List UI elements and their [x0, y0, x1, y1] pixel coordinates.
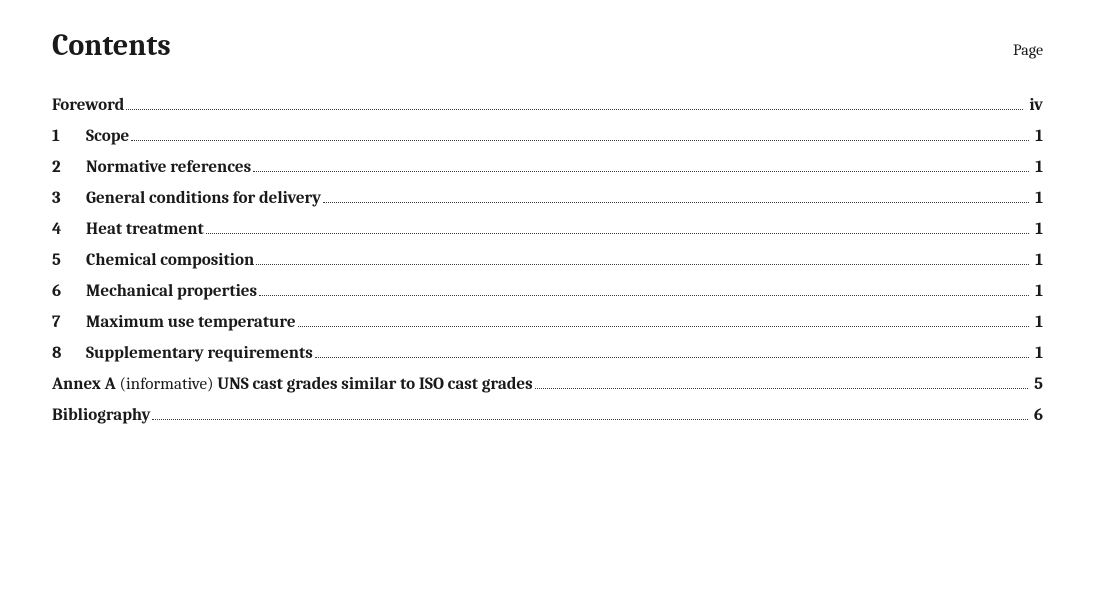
dot-leader — [298, 315, 1030, 327]
toc-row: Foreword iv — [52, 97, 1043, 114]
dot-leader — [323, 191, 1029, 203]
contents-title: Contents — [52, 28, 171, 63]
page-column-label: Page — [1013, 41, 1043, 59]
toc-page-number: 5 — [1032, 376, 1043, 393]
toc-page-number: 6 — [1032, 407, 1043, 424]
toc-number: 7 — [52, 314, 86, 331]
toc-page-number: 1 — [1033, 283, 1043, 300]
dot-leader — [535, 377, 1028, 389]
toc-row: 7Maximum use temperature 1 — [52, 314, 1043, 331]
toc-title: Normative references — [86, 159, 251, 176]
toc-title: Foreword — [52, 97, 124, 114]
dot-leader — [256, 253, 1029, 265]
toc-title: General conditions for delivery — [86, 190, 321, 207]
toc-number: 2 — [52, 159, 86, 176]
toc-number: 6 — [52, 283, 86, 300]
toc-title-part: Heat treatment — [86, 220, 204, 239]
toc-title: Mechanical properties — [86, 283, 257, 300]
toc-title-part: Annex A — [52, 375, 119, 394]
dot-leader — [131, 129, 1029, 141]
toc-title-part: Supplementary requirements — [86, 344, 313, 363]
dot-leader — [206, 222, 1030, 234]
toc-title: Chemical composition — [86, 252, 254, 269]
toc-number: 1 — [52, 128, 86, 145]
toc-title-part: Chemical composition — [86, 251, 254, 270]
toc-title-part: Normative references — [86, 158, 251, 177]
toc-row: Annex A (informative) UNS cast grades si… — [52, 376, 1043, 393]
toc-title-part: UNS cast grades similar to ISO cast grad… — [217, 375, 532, 394]
toc-row: Bibliography 6 — [52, 407, 1043, 424]
toc-page-number: 1 — [1033, 252, 1043, 269]
toc-title-part: General conditions for delivery — [86, 189, 321, 208]
dot-leader — [315, 346, 1029, 358]
toc-page-number: 1 — [1033, 190, 1043, 207]
toc-page-number: 1 — [1033, 314, 1043, 331]
toc-title: Bibliography — [52, 407, 150, 424]
toc-row: 5Chemical composition 1 — [52, 252, 1043, 269]
toc-title: Supplementary requirements — [86, 345, 313, 362]
toc-row: 1Scope1 — [52, 128, 1043, 145]
toc-page-number: 1 — [1033, 221, 1043, 238]
dot-leader — [253, 160, 1029, 172]
toc-row: 2Normative references 1 — [52, 159, 1043, 176]
toc-page-number: 1 — [1033, 345, 1043, 362]
toc-title-part: Scope — [86, 127, 129, 146]
table-of-contents: Forewordiv1Scope12Normative references13… — [52, 97, 1043, 424]
dot-leader — [152, 408, 1027, 420]
toc-number: 4 — [52, 221, 86, 238]
toc-number: 3 — [52, 190, 86, 207]
toc-row: 6Mechanical properties 1 — [52, 283, 1043, 300]
dot-leader — [126, 98, 1023, 110]
toc-row: 3General conditions for delivery 1 — [52, 190, 1043, 207]
toc-row: 4Heat treatment 1 — [52, 221, 1043, 238]
toc-title-part: Mechanical properties — [86, 282, 257, 301]
toc-page-number: 1 — [1033, 128, 1043, 145]
toc-title-part: Maximum use temperature — [86, 313, 296, 332]
toc-title-part: Bibliography — [52, 406, 150, 425]
toc-page-number: iv — [1027, 97, 1043, 114]
page: Contents Page Forewordiv1Scope12Normativ… — [0, 0, 1095, 478]
toc-page-number: 1 — [1033, 159, 1043, 176]
toc-title-part: (informative) — [119, 375, 217, 394]
dot-leader — [259, 284, 1029, 296]
toc-title: Annex A (informative) UNS cast grades si… — [52, 376, 533, 393]
toc-title: Maximum use temperature — [86, 314, 296, 331]
toc-row: 8Supplementary requirements 1 — [52, 345, 1043, 362]
toc-title-part: Foreword — [52, 96, 124, 115]
toc-number: 8 — [52, 345, 86, 362]
header-row: Contents Page — [52, 28, 1043, 63]
toc-number: 5 — [52, 252, 86, 269]
toc-title: Scope — [86, 128, 129, 145]
toc-title: Heat treatment — [86, 221, 204, 238]
